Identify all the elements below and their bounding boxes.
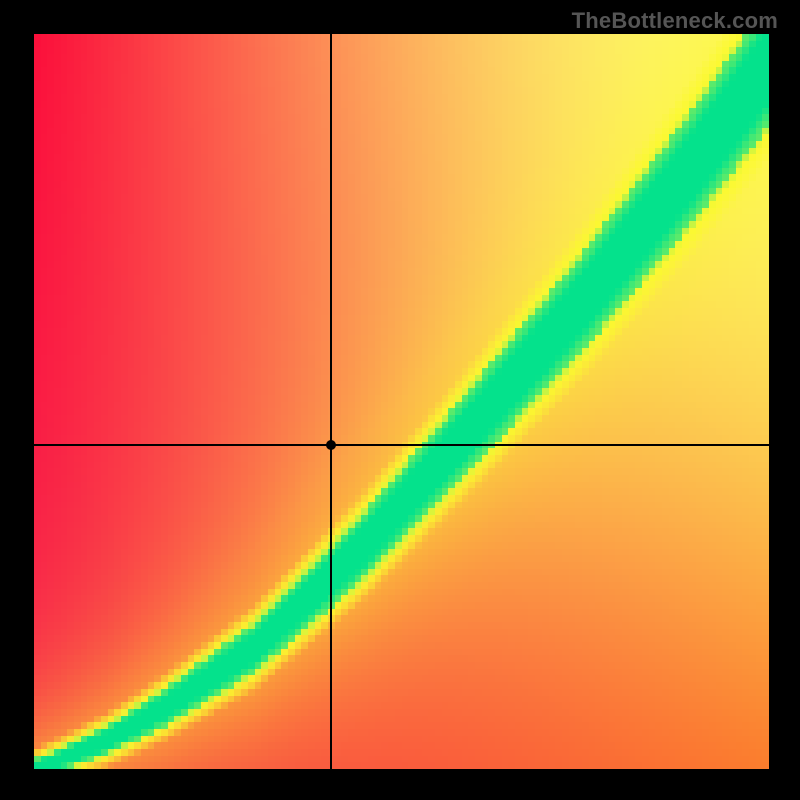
bottleneck-chart-page: TheBottleneck.com: [0, 0, 800, 800]
heatmap-plot: [34, 34, 769, 769]
watermark-text: TheBottleneck.com: [572, 8, 778, 34]
heatmap-canvas: [34, 34, 769, 769]
